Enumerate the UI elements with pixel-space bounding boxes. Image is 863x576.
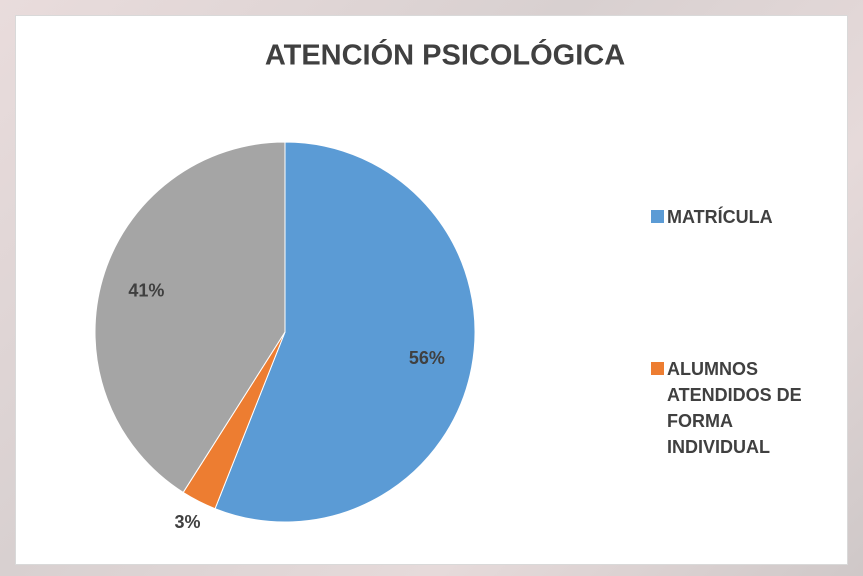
legend-swatch	[651, 210, 664, 223]
legend-item: MATRÍCULA	[651, 204, 831, 230]
legend-swatch	[651, 362, 664, 375]
data-label: 56%	[409, 348, 445, 368]
legend-label: ALUMNOS ATENDIDOS DE FORMA INDIVIDUAL	[667, 359, 802, 457]
legend-label: MATRÍCULA	[667, 207, 773, 227]
data-label: 3%	[175, 512, 201, 532]
pie-slice	[94, 141, 286, 494]
legend-item: ALUMNOS ATENDIDOS DE FORMA INDIVIDUAL	[651, 356, 831, 460]
chart-title: ATENCIÓN PSICOLÓGICA	[265, 38, 625, 72]
data-label: 41%	[128, 280, 164, 300]
pie-slice	[214, 141, 476, 523]
